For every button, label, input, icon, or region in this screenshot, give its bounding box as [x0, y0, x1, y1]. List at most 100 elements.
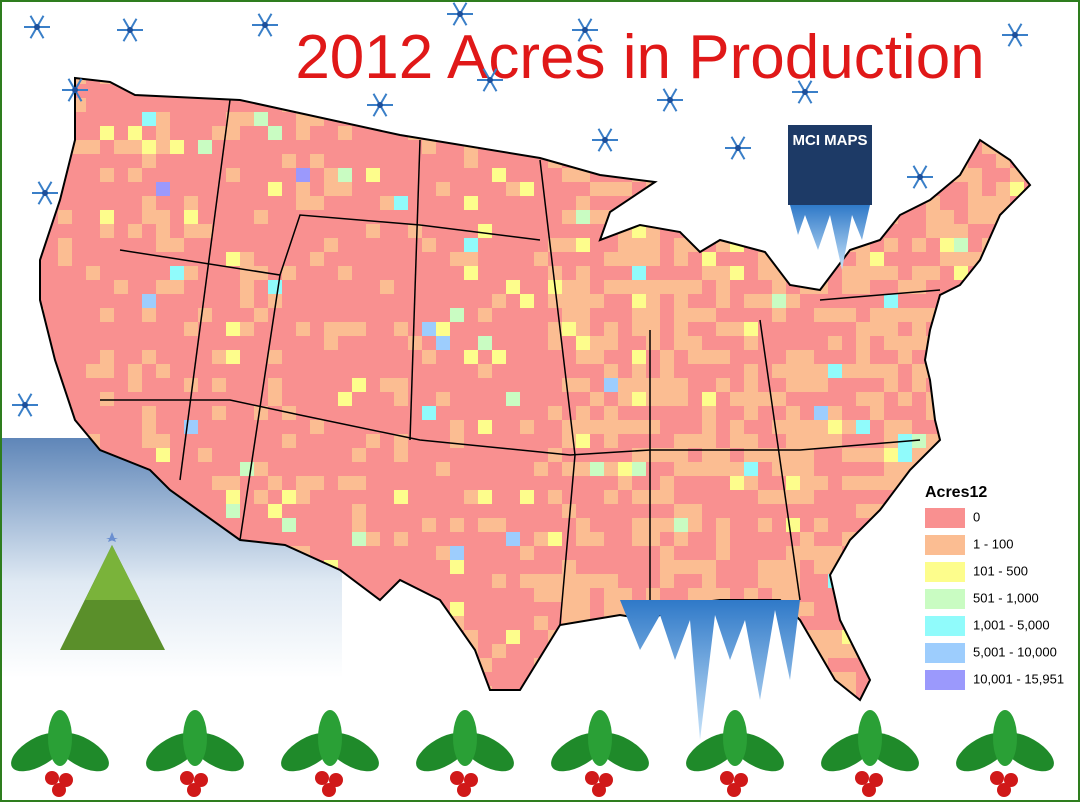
- county: [562, 602, 576, 616]
- county: [506, 630, 520, 644]
- county: [394, 196, 408, 210]
- county: [940, 140, 954, 154]
- county: [800, 350, 814, 364]
- berry: [322, 783, 336, 797]
- county: [632, 490, 646, 504]
- county: [814, 518, 828, 532]
- county: [562, 462, 576, 476]
- county: [954, 98, 968, 112]
- county: [730, 672, 744, 686]
- county: [870, 672, 884, 686]
- county: [618, 686, 632, 700]
- county: [604, 644, 618, 658]
- county: [1010, 238, 1024, 252]
- county: [842, 266, 856, 280]
- county: [884, 112, 898, 126]
- county: [506, 280, 520, 294]
- county: [870, 154, 884, 168]
- county: [86, 364, 100, 378]
- county: [884, 98, 898, 112]
- county: [660, 490, 674, 504]
- county: [632, 658, 646, 672]
- county: [898, 154, 912, 168]
- county: [912, 308, 926, 322]
- county: [534, 588, 548, 602]
- county: [716, 518, 730, 532]
- county: [1038, 294, 1052, 308]
- county: [576, 602, 590, 616]
- county: [506, 392, 520, 406]
- county: [58, 210, 72, 224]
- county: [674, 154, 688, 168]
- county: [492, 294, 506, 308]
- county: [1024, 700, 1038, 714]
- county: [1010, 210, 1024, 224]
- berry: [194, 773, 208, 787]
- county: [576, 196, 590, 210]
- county: [632, 280, 646, 294]
- county: [674, 700, 688, 714]
- county: [814, 546, 828, 560]
- county: [380, 378, 394, 392]
- legend-swatch: [925, 670, 965, 690]
- county: [954, 238, 968, 252]
- county: [870, 266, 884, 280]
- county: [898, 140, 912, 154]
- county: [590, 574, 604, 588]
- county: [534, 140, 548, 154]
- county: [856, 350, 870, 364]
- county: [226, 686, 240, 700]
- county: [632, 308, 646, 322]
- county: [408, 630, 422, 644]
- county: [982, 266, 996, 280]
- county: [492, 574, 506, 588]
- county: [562, 168, 576, 182]
- county: [632, 392, 646, 406]
- county: [268, 504, 282, 518]
- county: [898, 126, 912, 140]
- county: [1024, 364, 1030, 378]
- county: [520, 546, 534, 560]
- county: [366, 224, 380, 238]
- county: [1024, 448, 1030, 462]
- county: [716, 686, 730, 700]
- county: [310, 154, 324, 168]
- county: [632, 266, 646, 280]
- logo: [788, 125, 872, 205]
- county: [996, 238, 1010, 252]
- county: [716, 378, 730, 392]
- county: [744, 378, 758, 392]
- county: [562, 280, 576, 294]
- county: [338, 266, 352, 280]
- county: [1010, 392, 1024, 406]
- county: [450, 252, 464, 266]
- county: [562, 322, 576, 336]
- county: [744, 462, 758, 476]
- county: [842, 700, 856, 714]
- legend-label: 10,001 - 15,951: [973, 671, 1064, 686]
- county: [156, 224, 170, 238]
- county: [618, 238, 632, 252]
- county: [884, 154, 898, 168]
- county: [688, 98, 702, 112]
- county: [716, 532, 730, 546]
- county: [296, 476, 310, 490]
- county: [954, 420, 968, 434]
- county: [618, 476, 632, 490]
- county: [954, 364, 968, 378]
- county: [702, 448, 716, 462]
- county: [646, 280, 660, 294]
- county: [898, 658, 912, 672]
- county: [968, 294, 982, 308]
- county: [982, 112, 996, 126]
- county: [352, 504, 366, 518]
- county: [954, 448, 968, 462]
- county: [996, 322, 1010, 336]
- county: [548, 574, 562, 588]
- county: [464, 658, 478, 672]
- county: [226, 112, 240, 126]
- county: [702, 196, 716, 210]
- legend-swatch: [925, 535, 965, 555]
- county: [618, 280, 632, 294]
